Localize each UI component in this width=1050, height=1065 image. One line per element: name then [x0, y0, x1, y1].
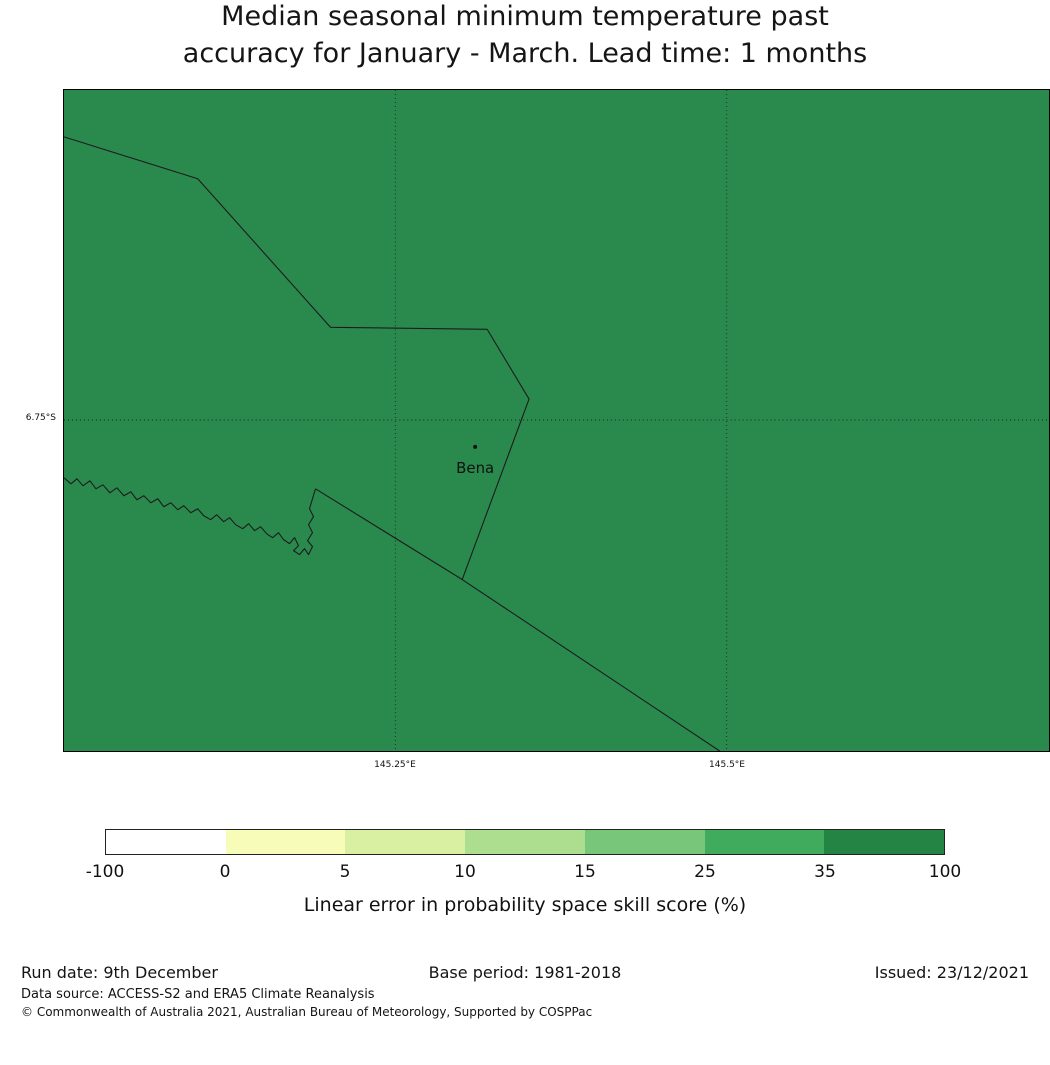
colorbar-segment — [465, 830, 585, 854]
colorbar-segment — [345, 830, 466, 854]
colorbar-segment — [824, 830, 945, 854]
station-label: Bena — [456, 459, 494, 477]
boundary-line — [64, 136, 530, 580]
colorbar-segment — [225, 830, 346, 854]
map-canvas: Bena — [64, 90, 1049, 751]
colorbar-segment — [584, 830, 705, 854]
colorbar-segment — [106, 830, 226, 854]
issued-text: Issued: 23/12/2021 — [874, 963, 1029, 982]
colorbar-tick-label: 35 — [814, 862, 836, 882]
colorbar — [105, 829, 945, 855]
figure-title-line2: accuracy for January - March. Lead time:… — [182, 38, 868, 69]
colorbar-tick-label: 15 — [574, 862, 596, 882]
figure-title: Median seasonal minimum temperature past… — [0, 0, 1050, 72]
boundary-line-diagonal — [315, 488, 720, 751]
map-background — [64, 90, 1049, 751]
colorbar-segment — [704, 830, 825, 854]
longitude-tick-label-2: 145.5°E — [709, 760, 745, 770]
colorbar-ticks: -100 0 5 10 15 25 35 100 — [86, 862, 962, 888]
map-panel: Bena — [63, 89, 1050, 752]
data-source-text: Data source: ACCESS-S2 and ERA5 Climate … — [21, 987, 375, 1002]
latitude-tick-label: 6.75°S — [25, 413, 56, 423]
copyright-text: © Commonwealth of Australia 2021, Austra… — [21, 1005, 593, 1019]
figure-title-line1: Median seasonal minimum temperature past — [221, 1, 829, 32]
colorbar-label: Linear error in probability space skill … — [303, 894, 747, 916]
station-marker — [473, 444, 478, 449]
colorbar-tick-label: -100 — [85, 862, 125, 882]
footer-row: Run date: 9th December Base period: 1981… — [21, 963, 1029, 985]
colorbar-tick-label: 0 — [219, 862, 231, 882]
base-period-text: Base period: 1981-2018 — [428, 963, 622, 982]
colorbar-tick-label: 5 — [339, 862, 351, 882]
colorbar-tick-label: 25 — [694, 862, 716, 882]
colorbar-tick-label: 10 — [454, 862, 476, 882]
longitude-tick-label-1: 145.25°E — [374, 760, 416, 770]
run-date-text: Run date: 9th December — [21, 963, 218, 982]
colorbar-tick-label: 100 — [928, 862, 962, 882]
river-line — [64, 477, 317, 556]
